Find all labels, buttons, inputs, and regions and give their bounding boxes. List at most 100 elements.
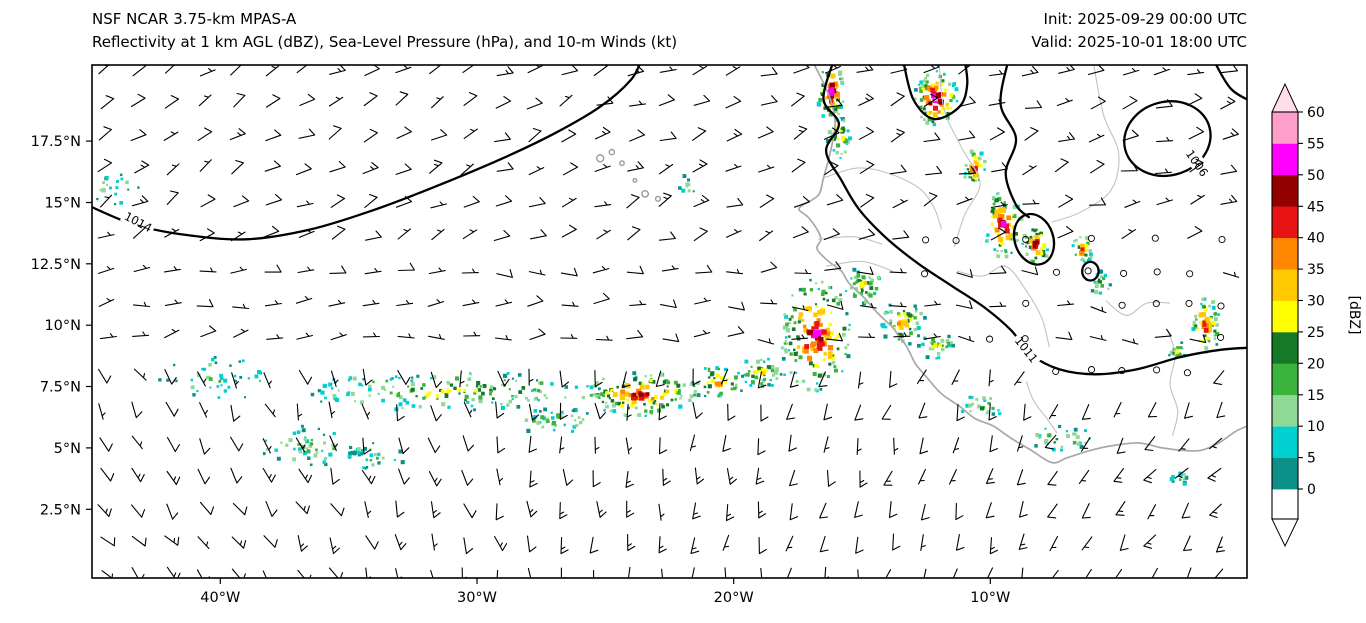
reflectivity-cell <box>1034 444 1038 448</box>
reflectivity-cell <box>396 393 401 398</box>
reflectivity-cell <box>681 188 686 193</box>
wind-barb <box>793 196 811 208</box>
reflectivity-cell <box>929 341 932 344</box>
reflectivity-cell <box>919 311 923 316</box>
reflectivity-cell <box>954 87 959 91</box>
reflectivity-cell <box>841 126 845 130</box>
reflectivity-cell <box>924 111 927 114</box>
reflectivity-cell <box>908 313 913 318</box>
wind-barb <box>625 470 634 488</box>
reflectivity-cell <box>392 385 395 388</box>
reflectivity-cell <box>1213 329 1217 333</box>
reflectivity-cell <box>116 180 119 183</box>
wind-barb <box>1153 67 1171 76</box>
reflectivity-cell <box>1103 273 1107 278</box>
reflectivity-cell <box>919 80 924 85</box>
wind-barb <box>133 368 147 381</box>
reflectivity-cell <box>301 428 306 433</box>
reflectivity-cell <box>554 424 557 427</box>
reflectivity-cell <box>845 289 848 292</box>
wind-barb <box>166 436 180 453</box>
wind-barb <box>1058 194 1074 208</box>
reflectivity-cell <box>929 101 933 105</box>
wind-barb <box>916 369 927 384</box>
reflectivity-cell <box>836 301 841 306</box>
wind-barb <box>97 158 113 173</box>
wind-barb <box>1078 469 1090 484</box>
wind-barb <box>297 534 308 552</box>
reflectivity-cell <box>909 331 913 336</box>
reflectivity-cell <box>307 456 311 460</box>
reflectivity-cell <box>109 186 112 190</box>
wind-barb <box>760 567 763 578</box>
reflectivity-cell <box>1097 280 1100 283</box>
reflectivity-cell <box>661 404 665 409</box>
wind-barb <box>429 159 443 174</box>
reflectivity-cell <box>908 327 912 331</box>
wind-barb <box>395 163 412 175</box>
wind-barb <box>1156 197 1173 206</box>
reflectivity-cell <box>842 332 846 337</box>
reflectivity-cell <box>1012 213 1017 219</box>
reflectivity-cell <box>696 381 700 385</box>
wind-barb <box>229 128 246 141</box>
wind-barb <box>562 162 579 176</box>
reflectivity-cell <box>902 309 906 313</box>
reflectivity-cell <box>531 418 536 423</box>
country-border <box>1166 329 1179 436</box>
reflectivity-cell <box>1072 432 1076 436</box>
wind-barb <box>1187 226 1203 239</box>
wind-barb <box>1051 569 1059 578</box>
reflectivity-cell <box>719 376 724 381</box>
reflectivity-cell <box>300 424 304 428</box>
reflectivity-cell <box>475 385 479 388</box>
wind-barb <box>463 128 478 139</box>
reflectivity-cell <box>416 374 420 378</box>
wind-barb <box>295 163 312 176</box>
reflectivity-cell <box>1204 346 1208 350</box>
reflectivity-cell <box>928 110 933 115</box>
reflectivity-cell <box>389 378 393 381</box>
wind-barb <box>793 65 810 74</box>
wind-barb <box>362 162 379 175</box>
reflectivity-cell <box>947 343 952 348</box>
reflectivity-cell <box>1175 354 1178 358</box>
reflectivity-cell <box>375 456 379 460</box>
wind-barb <box>298 468 313 484</box>
reflectivity-cell <box>983 168 986 171</box>
calm-wind-circle <box>1087 234 1095 242</box>
reflectivity-cell <box>1102 276 1106 281</box>
reflectivity-cell <box>315 451 319 454</box>
reflectivity-cell <box>1051 447 1056 452</box>
wind-barb <box>1174 467 1189 479</box>
reflectivity-cell <box>837 138 840 141</box>
reflectivity-cell <box>1085 248 1089 252</box>
reflectivity-cell <box>804 344 810 349</box>
reflectivity-cell <box>1089 252 1093 257</box>
reflectivity-cell <box>447 405 451 409</box>
reflectivity-cell <box>813 333 818 338</box>
wind-barb <box>857 371 864 389</box>
reflectivity-cell <box>1169 350 1174 355</box>
reflectivity-cell <box>883 312 887 315</box>
reflectivity-cell <box>767 357 770 361</box>
reflectivity-cell <box>1084 253 1088 257</box>
reflectivity-cell <box>577 416 581 419</box>
reflectivity-cell <box>1026 241 1030 245</box>
reflectivity-cell <box>837 113 840 116</box>
reflectivity-cell <box>545 397 548 400</box>
wind-barb <box>263 535 278 548</box>
wind-barb <box>760 404 769 422</box>
reflectivity-cell <box>939 103 944 107</box>
reflectivity-cell <box>973 160 978 164</box>
wind-barb <box>788 434 797 452</box>
wind-barb <box>263 372 272 389</box>
reflectivity-cell <box>1075 435 1080 439</box>
reflectivity-cell <box>309 442 314 446</box>
reflectivity-cell <box>650 405 654 409</box>
wind-barb <box>1016 435 1024 452</box>
reflectivity-cell <box>1169 477 1174 482</box>
wind-barb <box>1151 567 1158 578</box>
reflectivity-cell <box>979 406 984 411</box>
reflectivity-cell <box>839 116 842 120</box>
